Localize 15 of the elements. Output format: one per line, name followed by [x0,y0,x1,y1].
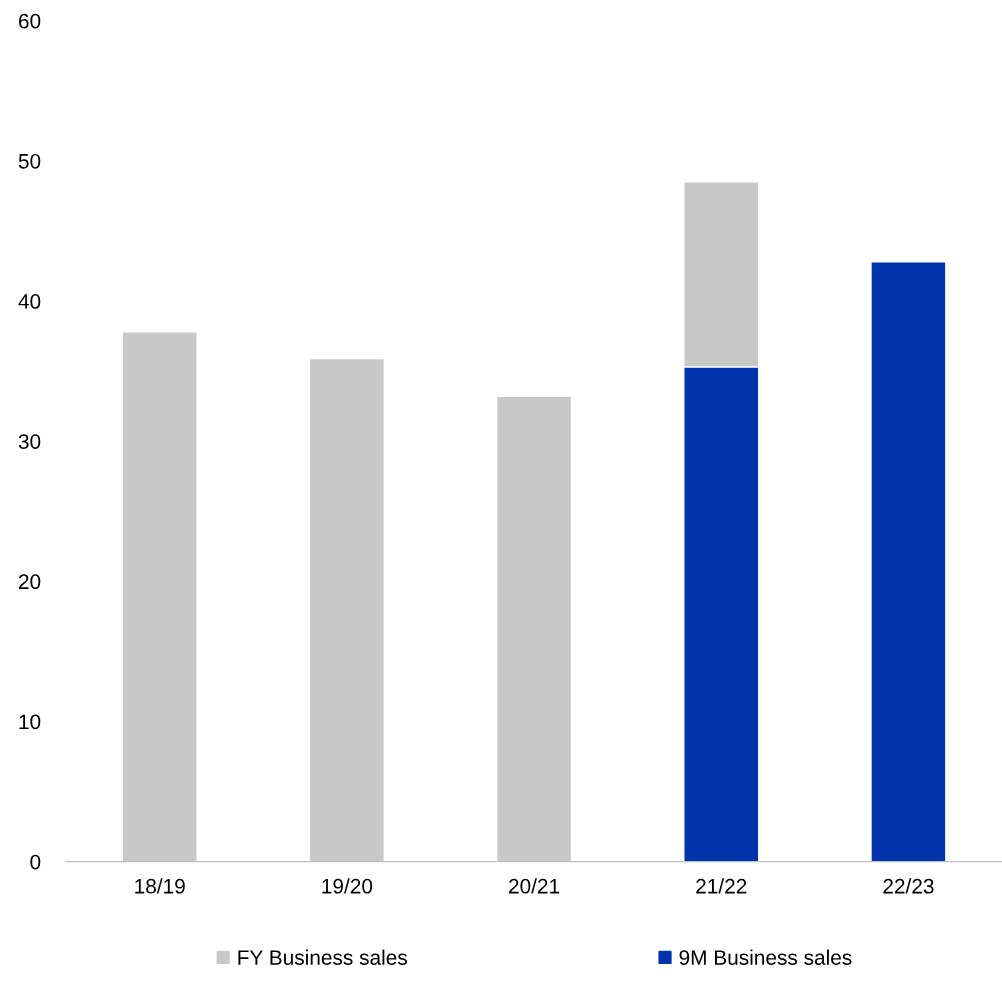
y-tick-label: 40 [18,294,41,309]
bar [870,261,947,862]
x-tick-label: 20/21 [509,878,560,894]
x-tick-label: 18/19 [135,878,185,894]
y-tick-label: 20 [19,574,41,590]
y-tick-label: 0 [30,854,41,870]
legend-label: FY Business sales [238,949,407,965]
y-tick-label: 60 [19,13,41,29]
x-tick-label: 22/23 [883,878,934,894]
x-tick-label: 19/20 [322,878,373,894]
y-tick-label: 10 [19,714,41,730]
y-tick-label: 30 [18,434,41,449]
x-tick-label: 21/22 [696,878,747,894]
y-tick-label: 50 [18,153,41,169]
legend-label: 9M Business sales [679,949,852,965]
